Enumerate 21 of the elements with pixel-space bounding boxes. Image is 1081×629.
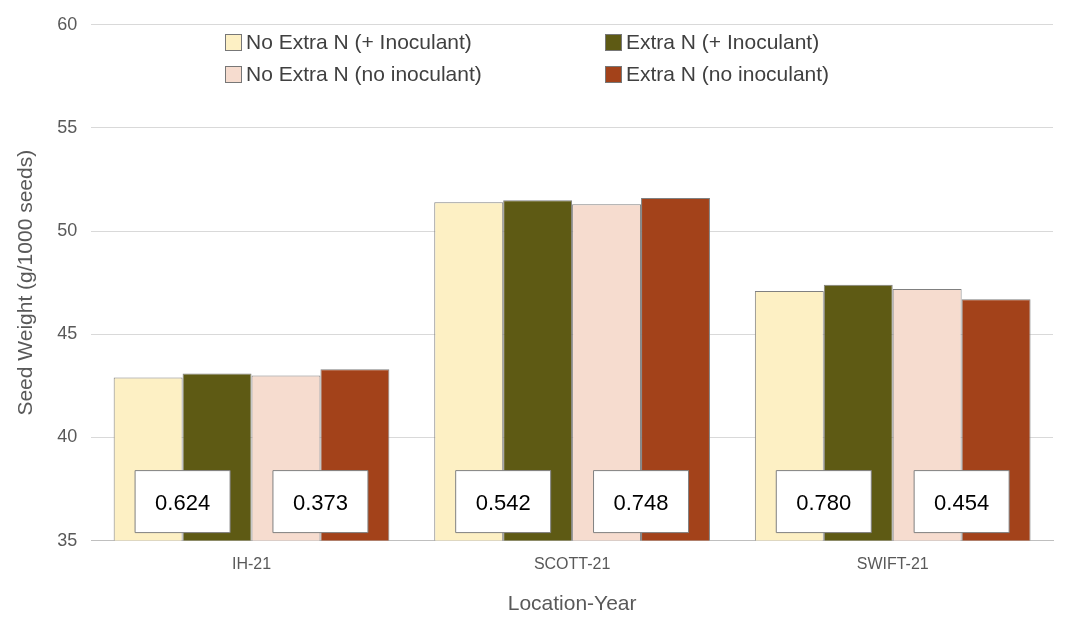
y-axis-title: Seed Weight (g/1000 seeds) <box>13 149 37 416</box>
annotation: 0.780 <box>796 489 852 515</box>
y-tick-label: 45 <box>57 323 78 344</box>
x-tick-label: SCOTT-21 <box>533 554 611 572</box>
y-tick-label: 35 <box>57 529 78 550</box>
x-axis-title: Location-Year <box>507 591 637 615</box>
legend-label: Extra N (no inoculant) <box>626 62 830 86</box>
x-tick-label: IH-21 <box>231 554 272 572</box>
annotation: 0.454 <box>934 489 990 515</box>
x-tick-label: SWIFT-21 <box>856 554 929 572</box>
legend-label: Extra N (+ Inoculant) <box>626 30 820 54</box>
legend-label: No Extra N (+ Inoculant) <box>246 30 472 54</box>
annotation: 0.624 <box>155 489 211 515</box>
y-tick-label: 50 <box>57 220 78 241</box>
annotation: 0.542 <box>475 489 531 515</box>
y-tick-label: 40 <box>57 426 78 447</box>
y-tick-label: 60 <box>57 13 78 34</box>
y-tick-label: 55 <box>57 116 78 137</box>
annotation: 0.748 <box>613 489 669 515</box>
legend-label: No Extra N (no inoculant) <box>246 62 482 86</box>
annotation: 0.373 <box>292 489 348 515</box>
